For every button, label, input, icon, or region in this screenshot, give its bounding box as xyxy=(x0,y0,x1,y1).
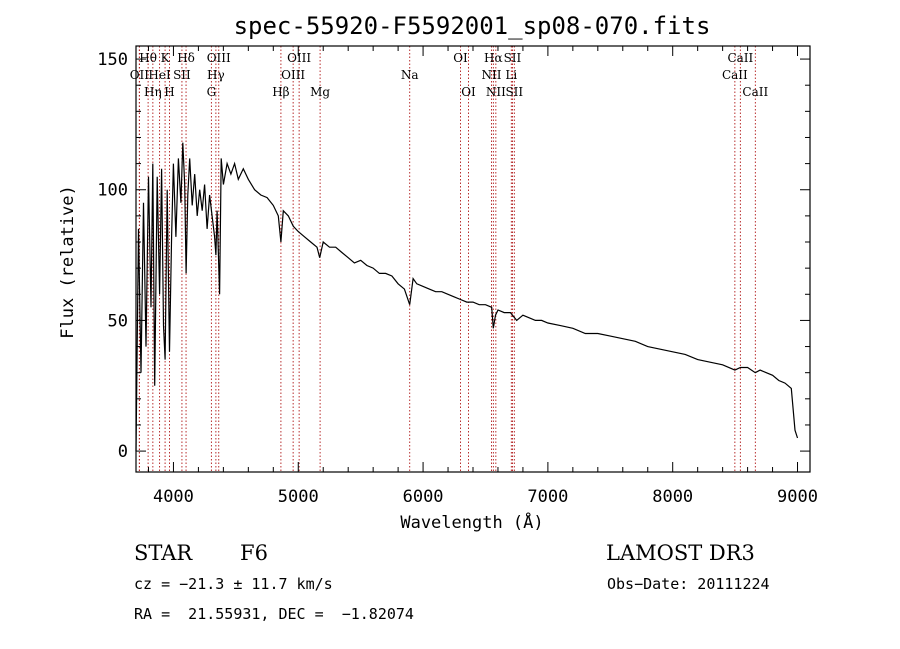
line-label: Hγ xyxy=(207,68,225,82)
chart-title: spec-55920-F5592001_sp08-070.fits xyxy=(234,12,711,40)
x-tick-label: 5000 xyxy=(278,487,319,507)
obs-date: Obs−Date: 20111224 xyxy=(607,575,770,593)
x-tick-label: 6000 xyxy=(403,487,444,507)
object-subclass: F6 xyxy=(240,541,268,565)
x-tick-label: 4000 xyxy=(153,487,194,507)
line-label: OIII xyxy=(281,68,305,82)
line-label: OIII xyxy=(287,51,311,65)
line-label: OIII xyxy=(207,51,231,65)
line-label: Hβ xyxy=(272,85,289,99)
line-label: NII xyxy=(481,68,501,82)
coordinates: RA = 21.55931, DEC = −1.82074 xyxy=(134,605,414,623)
line-label: SII xyxy=(505,85,523,99)
y-tick-label: 50 xyxy=(108,311,128,331)
x-axis: 4000 5000 6000 7000 8000 9000 xyxy=(147,46,818,507)
line-label: CaII xyxy=(727,51,753,65)
object-class: STAR xyxy=(134,541,193,565)
redshift-text: cz = −21.3 ± 11.7 km/s xyxy=(134,575,333,593)
x-tick-label: 9000 xyxy=(777,487,818,507)
line-label: Mg xyxy=(310,85,330,99)
line-label: CaII xyxy=(742,85,768,99)
line-label: CaII xyxy=(722,68,748,82)
line-label: OI xyxy=(453,51,468,65)
line-label: H xyxy=(164,85,174,99)
x-tick-label: 8000 xyxy=(652,487,693,507)
line-markers xyxy=(138,46,756,472)
y-tick-label: 0 xyxy=(118,442,128,462)
line-label: OI xyxy=(461,85,476,99)
y-axis: 0 50 100 150 xyxy=(97,50,810,462)
line-label: G xyxy=(207,85,217,99)
x-tick-label: 7000 xyxy=(527,487,568,507)
y-axis-label: Flux (relative) xyxy=(58,185,78,339)
line-label: Li xyxy=(505,68,517,82)
line-label: SII xyxy=(173,68,191,82)
line-label: SII xyxy=(504,51,522,65)
line-label: Hα xyxy=(484,51,503,65)
line-label: Na xyxy=(401,68,419,82)
line-label: K xyxy=(161,51,171,65)
y-tick-label: 150 xyxy=(97,50,128,70)
line-label: NII xyxy=(486,85,506,99)
plot-frame xyxy=(135,45,811,473)
y-tick-label: 100 xyxy=(97,181,128,201)
x-axis-label: Wavelength (Å) xyxy=(400,511,543,533)
line-label: Hθ xyxy=(139,51,157,65)
line-labels: OII Hθ Hη HeI K H SII Hδ G Hγ OIII Hβ OIII OIII Mg Na OI… xyxy=(130,51,769,99)
spectrum-line xyxy=(135,142,799,452)
line-label: OII xyxy=(130,68,150,82)
survey-name: LAMOST DR3 xyxy=(606,541,755,565)
line-label: Hη xyxy=(144,85,162,99)
line-label: HeI xyxy=(148,68,171,82)
line-label: Hδ xyxy=(177,51,195,65)
